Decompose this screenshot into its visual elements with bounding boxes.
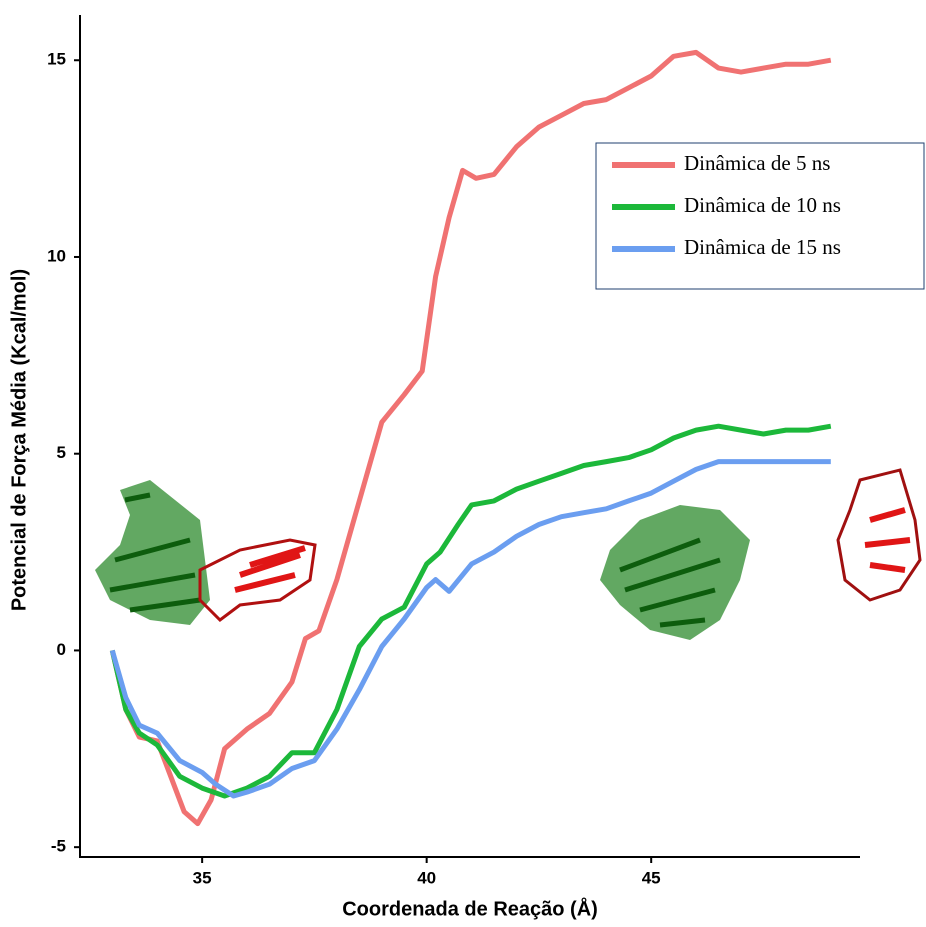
protein-right (600, 468, 922, 640)
y-tick-label: 0 (57, 640, 66, 659)
y-tick-label: -5 (51, 837, 66, 856)
x-tick-label: 45 (642, 868, 661, 887)
y-tick-label: 15 (47, 50, 66, 69)
y-tick-label: 10 (47, 246, 66, 265)
y-tick-label: 5 (57, 443, 66, 462)
legend-label: Dinâmica de 10 ns (684, 193, 841, 217)
series-line (109, 459, 831, 799)
legend-box (595, 142, 925, 290)
protein-left (95, 480, 317, 625)
x-tick-label: 40 (417, 868, 436, 887)
y-axis-label: Potencial de Força Média (Kcal/mol) (8, 269, 30, 611)
legend-label: Dinâmica de 5 ns (684, 151, 830, 175)
series-line (109, 49, 832, 827)
legend-label: Dinâmica de 15 ns (684, 235, 841, 259)
x-axis-label: Coordenada de Reação (Å) (342, 896, 598, 920)
series-line (109, 423, 832, 799)
x-tick-label: 35 (193, 868, 212, 887)
